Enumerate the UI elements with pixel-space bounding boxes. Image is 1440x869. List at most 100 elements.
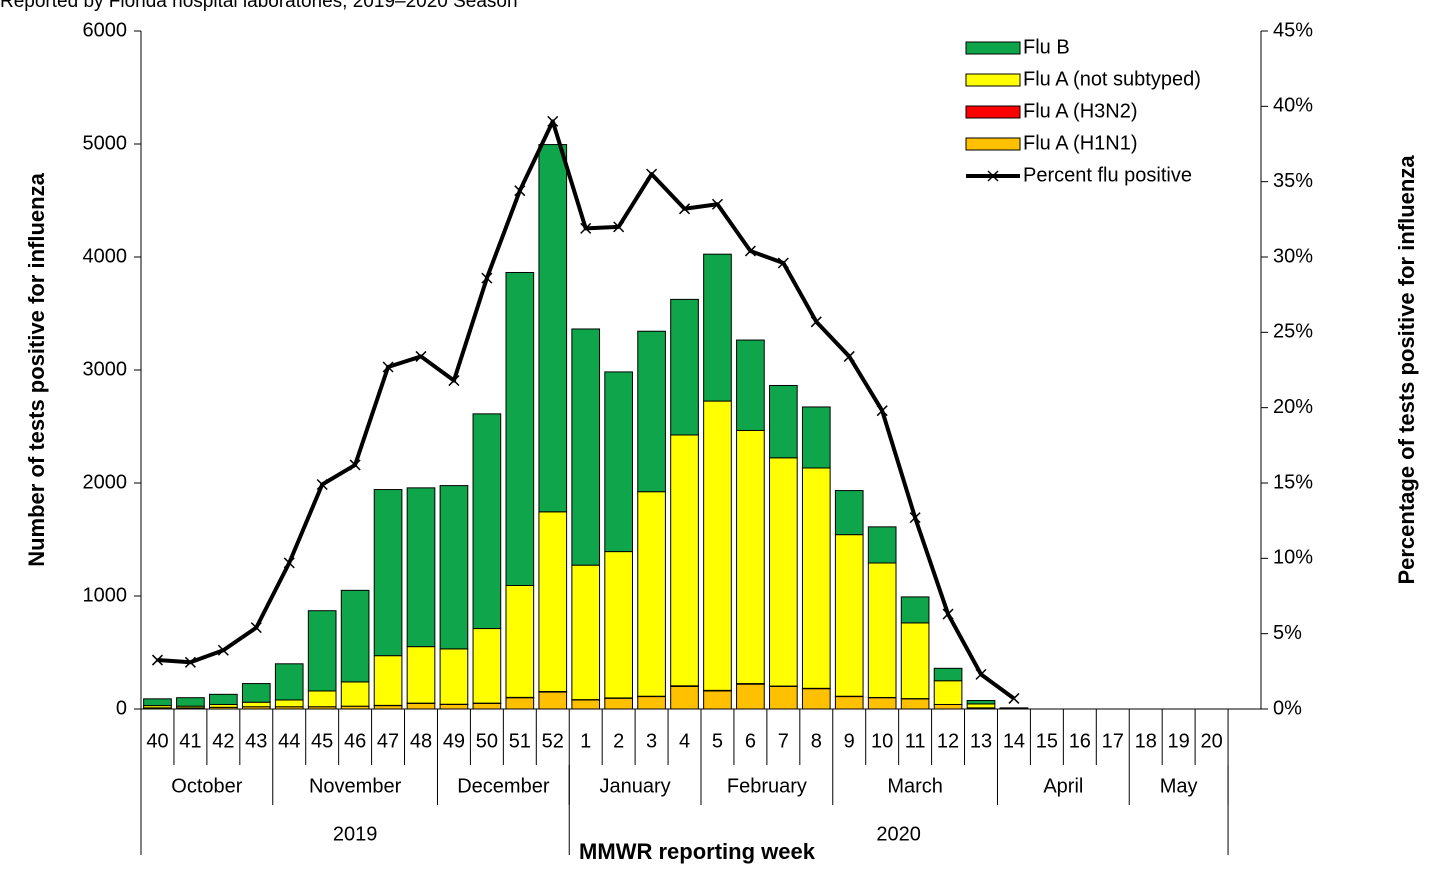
bar [505,697,535,710]
x-tick-label: 18 [1135,730,1157,752]
bar [801,406,831,469]
legend-label: Flu A (H3N2) [1023,100,1137,122]
chart-title: Reported by Florida hospital laboratorie… [0,0,518,12]
year-label: 2019 [333,823,378,845]
bar [604,551,633,699]
y-tick-label: 6000 [83,19,128,41]
bar [801,467,831,689]
bar [867,697,897,710]
y2-tick-label: 10% [1273,547,1313,569]
bar [439,703,469,710]
bar [801,688,831,710]
y2-tick-label: 0% [1273,697,1302,719]
legend-marker [987,170,999,182]
bar [900,698,930,710]
bar [143,698,172,707]
bar [834,534,864,697]
bar [670,685,699,710]
x-tick-label: 2 [613,730,624,752]
bar [538,511,568,692]
bar [472,702,502,710]
bar [307,690,337,708]
line-marker [678,203,691,215]
y-tick-label: 3000 [83,358,128,380]
x-tick-label: 17 [1102,730,1124,752]
x-tick-label: 16 [1069,730,1091,752]
bar [241,701,271,708]
x-tick-label: 7 [778,730,789,752]
x-tick-label: 48 [410,730,432,752]
bar [604,371,633,553]
bar [703,253,732,402]
x-tick-label: 20 [1200,730,1222,752]
bar [307,610,337,692]
line-marker [942,608,954,620]
x-tick-label: 13 [970,730,992,752]
line-marker [843,350,855,362]
month-label: January [600,775,671,797]
year-label: 2020 [876,823,921,845]
line-marker [316,478,328,491]
legend-swatch [965,105,1021,119]
bar [637,491,666,697]
bar [472,413,502,630]
bar [505,271,535,586]
x-axis-title: MMWR reporting week [579,839,816,864]
bar [834,696,864,710]
legend-swatch [965,137,1021,151]
x-tick-label: 43 [245,730,267,752]
x-tick-label: 52 [542,730,564,752]
bar [209,693,238,705]
line-marker [448,375,460,387]
y-tick-label: 4000 [83,245,128,267]
x-tick-label: 41 [179,730,201,752]
bar [736,429,765,685]
line-marker [777,257,789,269]
line-marker [283,557,295,569]
bar [637,696,666,710]
x-tick-label: 12 [937,730,959,752]
x-tick-label: 4 [679,730,690,752]
x-tick-label: 42 [212,730,234,752]
y2-tick-label: 40% [1273,95,1313,117]
line-marker [514,185,526,197]
bar [900,596,930,624]
y2-tick-label: 20% [1273,396,1313,418]
x-tick-label: 50 [476,730,498,752]
bar [241,683,271,703]
bar [670,298,699,436]
bar [274,699,304,708]
x-tick-label: 5 [712,730,723,752]
x-tick-label: 51 [509,730,531,752]
y-tick-label: 2000 [83,471,128,493]
bar [966,700,996,705]
line-marker [184,656,196,668]
bar [274,663,304,701]
line-marker [975,668,987,680]
bar [703,690,732,710]
line-marker [481,272,493,284]
line-marker [1008,692,1020,704]
y2-tick-label: 45% [1273,19,1313,41]
y-axis-title: Number of tests positive for influenza [24,172,49,566]
line-marker [547,115,559,127]
line-marker [876,405,888,417]
month-label: February [727,775,807,797]
bar [340,589,370,683]
line-marker [349,459,361,471]
x-tick-label: 8 [811,730,822,752]
y2-tick-label: 15% [1273,471,1313,493]
legend-swatch [965,73,1021,87]
line-marker [810,316,822,328]
line-marker [250,622,262,634]
bar [703,400,732,691]
month-label: April [1043,775,1083,797]
bar [571,328,601,566]
x-tick-label: 14 [1003,730,1025,752]
x-tick-label: 3 [646,730,657,752]
bar [439,648,469,705]
bar [933,667,963,682]
bar [670,434,699,687]
bar [933,703,963,710]
